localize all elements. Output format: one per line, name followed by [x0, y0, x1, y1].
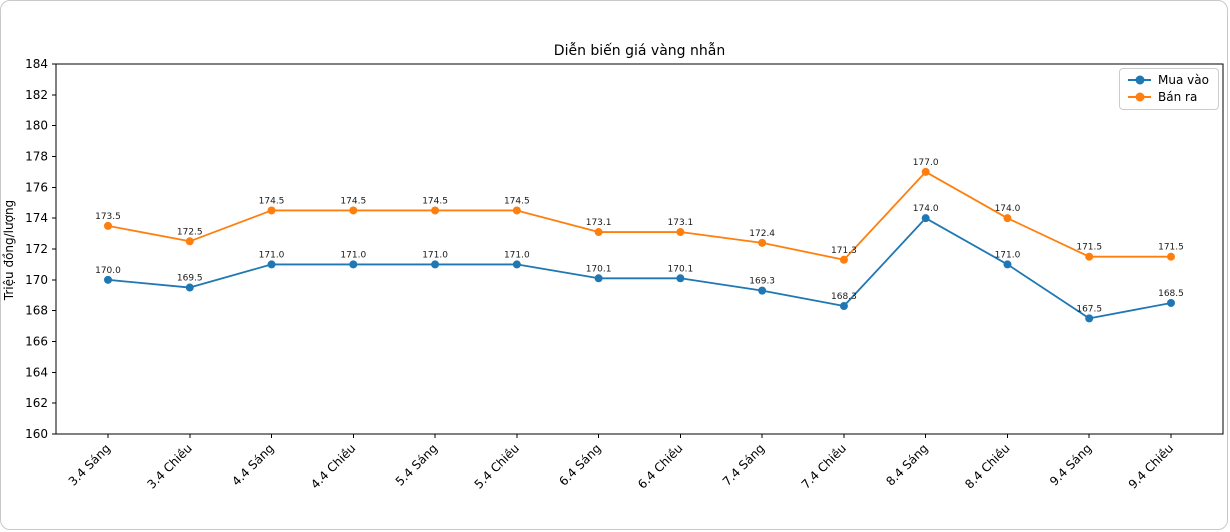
x-tick-label: 4.4 Chiều [308, 441, 358, 491]
y-tick-label: 160 [25, 427, 48, 441]
data-point [594, 274, 603, 283]
x-tick-label: 5.4 Chiều [472, 441, 522, 491]
data-point [758, 286, 767, 295]
data-point [758, 238, 767, 247]
data-point [676, 228, 685, 237]
data-point [104, 275, 112, 284]
data-point-label: 172.4 [749, 229, 775, 239]
data-point [1003, 260, 1012, 269]
y-tick-label: 180 [25, 119, 48, 133]
x-tick-label: 7.4 Chiều [799, 441, 849, 491]
data-point [431, 206, 440, 215]
legend-item-ban-ra: Bán ra [1128, 90, 1209, 104]
x-tick-label: 9.4 Sáng [1047, 441, 1094, 488]
legend-label-mua-vao: Mua vào [1158, 73, 1209, 87]
y-tick-label: 182 [25, 88, 48, 102]
y-tick-label: 170 [25, 273, 48, 287]
data-point [1167, 298, 1175, 307]
data-point [921, 167, 930, 176]
y-tick-label: 162 [25, 396, 48, 410]
x-tick-label: 5.4 Sáng [393, 441, 440, 488]
x-tick-label: 3.4 Sáng [66, 441, 113, 488]
data-point-label: 171.0 [340, 250, 366, 260]
x-tick-label: 6.4 Sáng [556, 441, 603, 488]
data-point-label: 177.0 [913, 158, 939, 168]
data-point [512, 260, 521, 269]
data-point-label: 171.0 [422, 250, 448, 260]
data-point [1167, 252, 1175, 261]
series-line-mua-vào [107, 217, 1172, 320]
y-tick-label: 168 [25, 304, 48, 318]
data-point [1003, 214, 1012, 223]
legend-line-marker-icon [1128, 79, 1151, 81]
data-point-label: 169.3 [749, 277, 775, 287]
data-point [267, 260, 276, 269]
y-axis-label: Triệu đồng/lượng [2, 199, 16, 301]
data-point-label: 174.5 [422, 196, 448, 206]
data-point [185, 237, 194, 246]
y-tick-label: 166 [25, 335, 48, 349]
data-point [185, 283, 194, 292]
data-point [267, 206, 276, 215]
data-point-label: 170.0 [95, 266, 121, 276]
data-point-label: 174.0 [913, 204, 939, 214]
data-point-label: 168.3 [831, 292, 857, 302]
y-tick-label: 172 [25, 242, 48, 256]
data-point [921, 214, 930, 223]
data-point [431, 260, 440, 269]
x-tick-label: 9.4 Chiều [1126, 441, 1176, 491]
data-point-label: 174.0 [995, 204, 1021, 214]
data-point [104, 221, 112, 230]
data-point [594, 228, 603, 237]
data-point-label: 171.0 [504, 250, 530, 260]
legend-line-marker-icon [1128, 96, 1151, 98]
data-point-label: 174.5 [340, 196, 366, 206]
data-point-label: 171.5 [1158, 243, 1184, 253]
data-point-label: 171.0 [995, 250, 1021, 260]
data-point-label: 174.5 [259, 196, 285, 206]
axes-spines [55, 63, 1224, 435]
data-point-label: 173.1 [586, 218, 612, 228]
data-point-label: 168.5 [1158, 289, 1184, 299]
series-line-bán-ra [107, 171, 1171, 261]
legend-item-mua-vao: Mua vào [1128, 73, 1209, 87]
data-point [1085, 252, 1094, 261]
data-point [349, 206, 358, 215]
y-tick-label: 174 [25, 211, 48, 225]
data-point [676, 274, 685, 283]
x-tick-label: 3.4 Chiều [145, 441, 195, 491]
data-point [512, 206, 521, 215]
y-tick-label: 176 [25, 180, 48, 194]
x-tick-label: 6.4 Chiều [635, 441, 685, 491]
data-point [1085, 314, 1094, 323]
data-point-label: 173.1 [668, 218, 694, 228]
data-point-label: 167.5 [1076, 304, 1102, 314]
data-point-label: 170.1 [586, 264, 612, 274]
data-point-label: 169.5 [177, 274, 203, 284]
data-point-label: 171.5 [1076, 243, 1102, 253]
x-tick-label: 8.4 Sáng [883, 441, 930, 488]
legend: Mua vào Bán ra [1119, 68, 1219, 110]
x-tick-label: 8.4 Chiều [962, 441, 1012, 491]
data-point [349, 260, 358, 269]
data-point [839, 302, 848, 311]
data-point-label: 172.5 [177, 227, 203, 237]
x-tick-label: 4.4 Sáng [229, 441, 276, 488]
data-point [839, 255, 848, 264]
data-point-label: 173.5 [95, 212, 121, 222]
data-point-label: 171.3 [831, 246, 857, 256]
legend-label-ban-ra: Bán ra [1158, 90, 1198, 104]
chart-title: Diễn biến giá vàng nhẫn [553, 43, 726, 59]
data-point-label: 171.0 [259, 250, 285, 260]
data-point-label: 170.1 [668, 264, 694, 274]
y-tick-label: 184 [25, 57, 48, 71]
x-tick-label: 7.4 Sáng [720, 441, 767, 488]
data-point-label: 174.5 [504, 196, 530, 206]
y-tick-label: 164 [25, 365, 48, 379]
y-tick-label: 178 [25, 150, 48, 164]
